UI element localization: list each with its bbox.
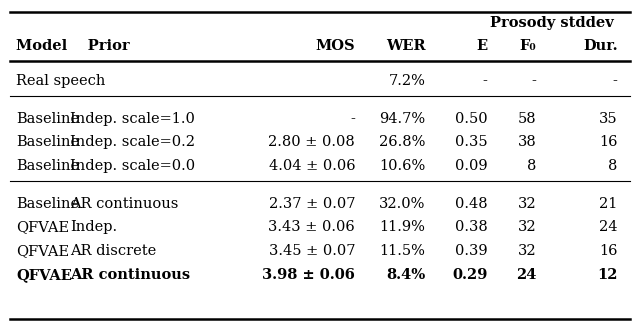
Text: 4.04 ± 0.06: 4.04 ± 0.06 xyxy=(269,159,355,173)
Text: 7.2%: 7.2% xyxy=(388,74,426,88)
Text: 94.7%: 94.7% xyxy=(380,112,426,126)
Text: QFVAE: QFVAE xyxy=(16,244,69,258)
Text: F₀: F₀ xyxy=(520,40,536,54)
Text: 32: 32 xyxy=(518,220,536,234)
Text: E: E xyxy=(477,40,488,54)
Text: -: - xyxy=(350,112,355,126)
Text: Baseline: Baseline xyxy=(16,197,79,211)
Text: 26.8%: 26.8% xyxy=(380,135,426,149)
Text: -: - xyxy=(483,74,488,88)
Text: 11.9%: 11.9% xyxy=(380,220,426,234)
Text: 3.98 ± 0.06: 3.98 ± 0.06 xyxy=(262,268,355,282)
Text: Real speech: Real speech xyxy=(16,74,106,88)
Text: 8: 8 xyxy=(608,159,618,173)
Text: 0.38: 0.38 xyxy=(455,220,488,234)
Text: 10.6%: 10.6% xyxy=(380,159,426,173)
Text: 3.45 ± 0.07: 3.45 ± 0.07 xyxy=(269,244,355,258)
Text: WER: WER xyxy=(386,40,426,54)
Text: Indep. scale=0.2: Indep. scale=0.2 xyxy=(70,135,195,149)
Text: QFVAE: QFVAE xyxy=(16,220,69,234)
Text: -: - xyxy=(612,74,618,88)
Text: 16: 16 xyxy=(599,135,618,149)
Text: AR continuous: AR continuous xyxy=(70,268,191,282)
Text: 8.4%: 8.4% xyxy=(387,268,426,282)
Text: 12: 12 xyxy=(597,268,618,282)
Text: 8: 8 xyxy=(527,159,536,173)
Text: Baseline: Baseline xyxy=(16,159,79,173)
Text: Baseline: Baseline xyxy=(16,112,79,126)
Text: Prosody stddev: Prosody stddev xyxy=(490,16,614,30)
Text: 11.5%: 11.5% xyxy=(380,244,426,258)
Text: 32.0%: 32.0% xyxy=(380,197,426,211)
Text: Model    Prior: Model Prior xyxy=(16,40,130,54)
Text: 21: 21 xyxy=(599,197,618,211)
Text: AR discrete: AR discrete xyxy=(70,244,157,258)
Text: 0.09: 0.09 xyxy=(455,159,488,173)
Text: 16: 16 xyxy=(599,244,618,258)
Text: 32: 32 xyxy=(518,244,536,258)
Text: 0.35: 0.35 xyxy=(455,135,488,149)
Text: AR continuous: AR continuous xyxy=(70,197,179,211)
Text: 35: 35 xyxy=(599,112,618,126)
Text: Indep.: Indep. xyxy=(70,220,118,234)
Text: Indep. scale=0.0: Indep. scale=0.0 xyxy=(70,159,196,173)
Text: Dur.: Dur. xyxy=(583,40,618,54)
Text: 38: 38 xyxy=(518,135,536,149)
Text: 2.80 ± 0.08: 2.80 ± 0.08 xyxy=(268,135,355,149)
Text: 0.50: 0.50 xyxy=(455,112,488,126)
Text: 0.39: 0.39 xyxy=(455,244,488,258)
Text: 2.37 ± 0.07: 2.37 ± 0.07 xyxy=(269,197,355,211)
Text: 24: 24 xyxy=(516,268,536,282)
Text: 32: 32 xyxy=(518,197,536,211)
Text: QFVAE: QFVAE xyxy=(16,268,72,282)
Text: -: - xyxy=(531,74,536,88)
Text: 58: 58 xyxy=(518,112,536,126)
Text: Baseline: Baseline xyxy=(16,135,79,149)
Text: Indep. scale=1.0: Indep. scale=1.0 xyxy=(70,112,195,126)
Text: MOS: MOS xyxy=(316,40,355,54)
Text: 3.43 ± 0.06: 3.43 ± 0.06 xyxy=(268,220,355,234)
Text: 0.29: 0.29 xyxy=(452,268,488,282)
Text: 24: 24 xyxy=(599,220,618,234)
Text: 0.48: 0.48 xyxy=(455,197,488,211)
